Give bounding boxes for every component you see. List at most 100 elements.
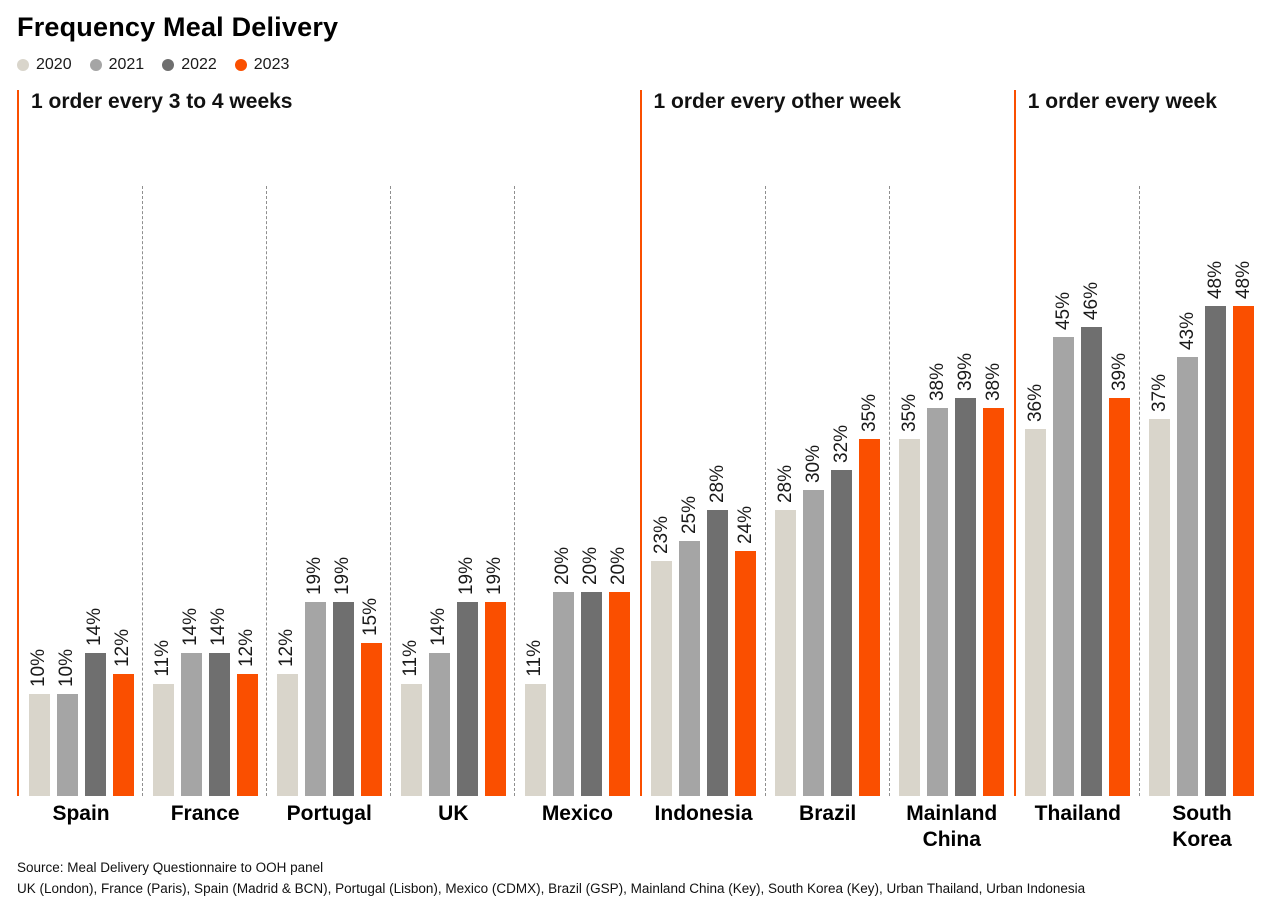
bar-column-2021: 10%: [56, 649, 78, 796]
bar-2023: [859, 439, 881, 796]
bar-value-label: 23%: [650, 516, 672, 555]
legend-dot-2020: [17, 59, 29, 71]
bar-2020: [276, 673, 298, 796]
country-group: 10% 10% 14% 12% Spain: [19, 90, 143, 825]
country-label: South Korea: [1172, 802, 1232, 852]
bar-value-label: 32%: [830, 424, 852, 463]
bar-2020: [524, 683, 546, 796]
bar-2023: [1109, 398, 1131, 796]
bar-value-label: 11%: [400, 640, 422, 677]
bar-column-2023: 15%: [360, 598, 382, 796]
bar-value-label: 38%: [982, 363, 1004, 402]
chart-title: Frequency Meal Delivery: [17, 12, 339, 42]
bar-column-2020: 12%: [276, 629, 298, 796]
bar-column-2022: 19%: [332, 557, 354, 796]
bar-value-label: 14%: [208, 608, 230, 647]
bar-column-2022: 14%: [208, 608, 230, 796]
bar-column-2021: 19%: [304, 557, 326, 796]
country-group: 11% 14% 14% 12% France: [142, 90, 267, 825]
section-header: 1 order every week: [1027, 90, 1217, 113]
country-divider: [888, 186, 890, 796]
bar-2022: [831, 469, 853, 796]
bar-value-label: 19%: [484, 557, 506, 596]
country-group: 11% 14% 19% 19% UK: [390, 90, 515, 825]
bar-2023: [735, 551, 757, 796]
country-label: Brazil: [799, 802, 857, 825]
bar-column-2022: 20%: [580, 547, 602, 796]
bar-2023: [112, 673, 134, 796]
bar-2022: [955, 398, 977, 796]
bar-value-label: 12%: [236, 628, 258, 667]
bar-2021: [180, 653, 202, 796]
bar-value-label: 46%: [1080, 281, 1102, 320]
source-note: Source: Meal Delivery Questionnaire to O…: [17, 860, 324, 875]
bar-value-label: 35%: [858, 393, 880, 432]
country-divider: [764, 186, 766, 796]
country-label: Indonesia: [654, 802, 753, 825]
bar-value-label: 14%: [84, 608, 106, 647]
bar-column-2020: 11%: [400, 640, 422, 796]
bar-value-label: 19%: [304, 557, 326, 596]
country-divider: [142, 186, 144, 796]
bar-2023: [1233, 306, 1255, 796]
chart-section: 1 order every week 36% 45% 46% 39% Thailand 37…: [1013, 90, 1264, 851]
legend: 2020 2021 2022 2023: [17, 56, 1264, 74]
bar-2020: [775, 510, 797, 796]
bar-column-2020: 23%: [651, 516, 673, 796]
bar-value-label: 36%: [1024, 383, 1046, 422]
bar-value-label: 20%: [608, 546, 630, 585]
bar-2023: [484, 602, 506, 796]
bar-2020: [899, 439, 921, 796]
bar-column-2020: 37%: [1149, 374, 1171, 796]
bar-column-2023: 12%: [112, 629, 134, 796]
bar-column-2021: 25%: [679, 496, 701, 796]
bar-2022: [208, 653, 230, 796]
bar-column-2022: 28%: [707, 465, 729, 796]
bar-2022: [580, 592, 602, 796]
bar-column-2021: 20%: [552, 547, 574, 796]
bar-column-2021: 14%: [180, 608, 202, 796]
bar-value-label: 37%: [1148, 373, 1170, 412]
bar-column-2023: 39%: [1109, 353, 1131, 796]
bar-column-2021: 38%: [927, 363, 949, 796]
bar-value-label: 45%: [1052, 291, 1074, 330]
chart-section: 1 order every other week 23% 25% 28% 24% Indo…: [639, 90, 1014, 851]
legend-dot-2023: [234, 59, 247, 71]
country-label: France: [170, 802, 240, 825]
country-label: UK: [438, 802, 469, 825]
bar-value-label: 19%: [332, 557, 354, 596]
bar-2023: [608, 592, 630, 796]
country-label: Thailand: [1034, 802, 1122, 825]
bar-value-label: 14%: [180, 608, 202, 647]
bar-2023: [236, 673, 258, 796]
bar-column-2022: 39%: [955, 353, 977, 796]
bar-2022: [84, 653, 106, 796]
country-divider: [514, 186, 516, 796]
legend-dot-2022: [162, 59, 175, 71]
bar-column-2023: 48%: [1233, 261, 1255, 796]
country-label: Mainland China: [906, 802, 998, 852]
bar-2022: [1081, 326, 1103, 796]
bar-column-2022: 14%: [84, 608, 106, 796]
section-header: 1 order every other week: [653, 90, 901, 113]
bar-column-2020: 10%: [28, 649, 50, 796]
legend-item-2022: 2022: [162, 56, 217, 74]
bar-2023: [983, 408, 1005, 796]
bar-2021: [552, 592, 574, 796]
bar-column-2023: 38%: [983, 363, 1005, 796]
bar-value-label: 48%: [1232, 261, 1254, 300]
chart: 1 order every 3 to 4 weeks 10% 10% 14% 12% Sp…: [17, 90, 1264, 851]
country-group: 12% 19% 19% 15% Portugal: [266, 90, 391, 825]
bar-column-2022: 46%: [1081, 282, 1103, 796]
bar-column-2020: 36%: [1025, 384, 1047, 796]
country-divider: [390, 186, 392, 796]
bar-value-label: 11%: [524, 640, 546, 677]
bar-value-label: 48%: [1204, 261, 1226, 300]
bar-2022: [332, 602, 354, 796]
bar-column-2022: 48%: [1205, 261, 1227, 796]
bar-2023: [360, 643, 382, 796]
country-group: 11% 20% 20% 20% Mexico: [514, 90, 639, 825]
bar-value-label: 28%: [706, 465, 728, 504]
legend-item-2020: 2020: [17, 56, 72, 74]
bar-2020: [28, 694, 50, 796]
